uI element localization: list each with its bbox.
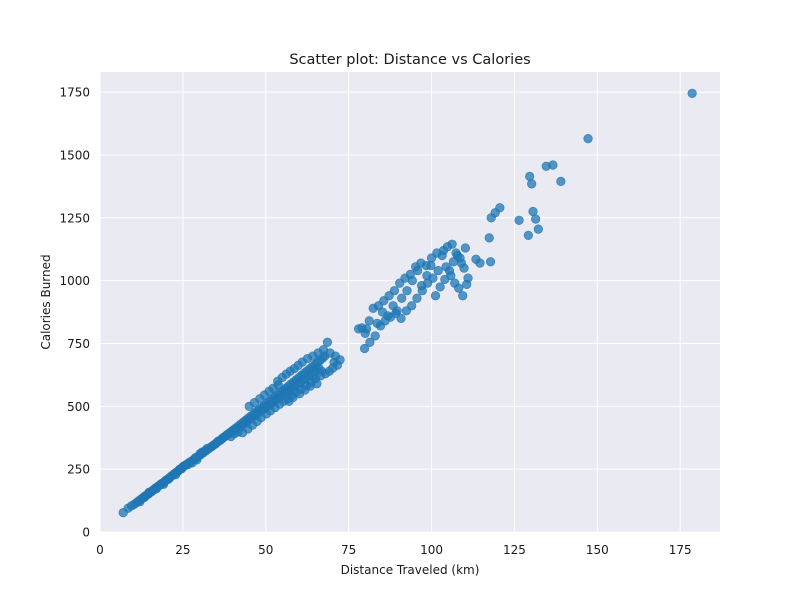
scatter-point	[421, 260, 431, 271]
grid-lines	[99, 72, 720, 533]
scatter-point	[527, 179, 537, 189]
scatter-point	[417, 286, 427, 296]
scatter-point	[148, 485, 158, 495]
y-tick-label: 0	[82, 526, 90, 540]
x-tick-label: 25	[175, 543, 190, 557]
scatter-point	[316, 366, 327, 376]
scatter-point	[430, 291, 441, 301]
scatter-point	[556, 176, 566, 186]
scatter-point	[428, 273, 438, 283]
scatter-point	[447, 239, 457, 249]
scatter-point	[322, 337, 333, 347]
scatter-point	[364, 316, 374, 326]
scatter-point	[312, 379, 322, 389]
scatter-point	[583, 134, 593, 144]
x-tick-label: 125	[503, 543, 526, 557]
scatter-point	[412, 293, 422, 303]
x-tick-label: 0	[96, 543, 104, 557]
x-tick-label: 150	[586, 543, 609, 557]
scatter-point	[484, 233, 494, 243]
scatter-point	[405, 269, 415, 279]
scatter-point	[460, 243, 470, 253]
scatter-point	[359, 343, 370, 354]
scatter-point	[454, 283, 464, 293]
scatter-point	[360, 328, 370, 339]
scatter-point	[446, 271, 456, 281]
scatter-point	[397, 293, 407, 303]
scatter-point	[354, 324, 364, 334]
scatter-point	[389, 286, 400, 296]
tick-labels: 0 25 50 75 100 125 150 175025050075010001250150…	[59, 86, 691, 557]
scatter-point	[200, 445, 211, 455]
scatter-point	[318, 345, 329, 355]
scatter-point	[548, 160, 558, 170]
scatter-point	[437, 250, 447, 261]
scatter-point	[514, 215, 524, 225]
scatter-point	[178, 461, 189, 471]
scatter-point	[163, 474, 173, 484]
scatter-point	[435, 282, 445, 292]
scatter-point	[172, 467, 183, 477]
chart-title: Scatter plot: Distance vs Calories	[289, 52, 530, 68]
x-tick-label: 75	[341, 543, 356, 557]
scatter-point	[156, 479, 166, 489]
scatter-point	[273, 380, 283, 390]
scatter-point	[433, 265, 443, 276]
scatter-point	[235, 422, 245, 433]
scatter-point	[475, 258, 485, 268]
y-tick-label: 1250	[59, 211, 90, 225]
scatter-point	[458, 291, 468, 301]
scatter-point	[523, 230, 533, 240]
data-points	[118, 88, 697, 518]
x-tick-label: 100	[420, 543, 443, 557]
scatter-point	[462, 279, 472, 290]
scatter-point	[370, 331, 380, 341]
y-tick-label: 1500	[59, 148, 90, 162]
scatter-point	[365, 337, 375, 347]
y-tick-label: 1750	[59, 86, 90, 100]
y-tick-label: 500	[67, 400, 90, 414]
scatter-point	[525, 171, 535, 181]
scatter-point	[687, 88, 697, 98]
x-tick-label: 175	[669, 543, 692, 557]
y-tick-label: 1000	[59, 274, 90, 288]
scatter-point	[459, 263, 469, 273]
y-tick-label: 750	[67, 337, 90, 351]
y-tick-label: 250	[67, 463, 90, 477]
scatter-point	[485, 257, 496, 267]
scatter-point	[407, 301, 417, 311]
scatter-point	[533, 224, 543, 234]
scatter-point	[329, 357, 339, 367]
scatter-point	[402, 286, 412, 296]
scatter-point	[531, 214, 541, 224]
scatter-point	[396, 313, 406, 323]
scatter-point	[495, 203, 505, 213]
y-axis-label: Calories Burned	[39, 254, 53, 349]
scatter-point	[139, 492, 150, 502]
scatter-point	[455, 253, 465, 263]
x-axis-label: Distance Traveled (km)	[341, 563, 480, 577]
scatter-point	[308, 372, 318, 382]
scatter-point	[441, 262, 451, 272]
x-tick-label: 50	[258, 543, 273, 557]
